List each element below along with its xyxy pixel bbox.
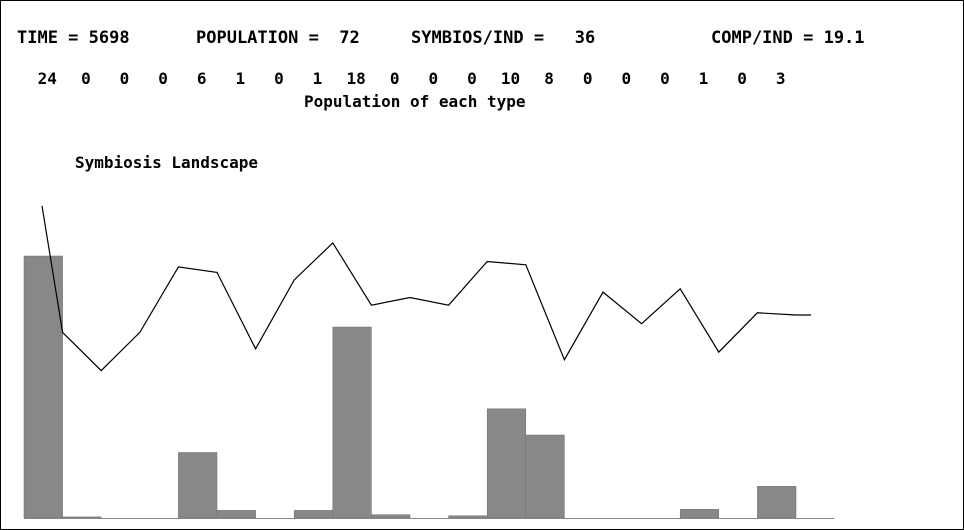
population-bar-1 <box>23 255 63 519</box>
population-count-1: 24 <box>37 69 57 88</box>
population-bar-10 <box>371 514 411 519</box>
population-count-2: 0 <box>81 69 91 88</box>
population-count-7: 0 <box>274 69 284 88</box>
population-count-10: 0 <box>389 69 400 88</box>
population-count-9: 18 <box>346 69 366 88</box>
population-count-5: 6 <box>196 69 207 88</box>
population-count-17: 0 <box>660 69 670 88</box>
population-bar-2 <box>62 516 102 519</box>
population-count-14: 8 <box>544 69 554 88</box>
population-bar-20 <box>757 486 797 519</box>
population-bar-6 <box>216 510 256 519</box>
chart-title: Symbiosis Landscape <box>75 153 259 172</box>
population-bar-13 <box>486 408 527 519</box>
population-count-11: 0 <box>428 69 439 88</box>
population-count-18: 1 <box>698 69 709 88</box>
population-count-6: 1 <box>235 69 246 88</box>
time-stat: TIME = 5698 <box>17 28 130 48</box>
population-count-20: 3 <box>775 69 786 88</box>
population-bar-5 <box>178 452 218 519</box>
population-bar-9 <box>332 326 372 519</box>
symbios-per-ind-stat: SYMBIOS/IND = 36 <box>411 28 596 48</box>
population-count-4: 0 <box>158 69 168 88</box>
population-stat: POPULATION = 72 <box>196 28 360 48</box>
population-count-3: 0 <box>119 69 130 88</box>
symbiosis-line <box>41 205 811 372</box>
population-count-19: 0 <box>737 69 747 88</box>
population-bar-12 <box>448 515 488 519</box>
population-count-15: 0 <box>582 69 593 88</box>
population-count-12: 0 <box>467 69 477 88</box>
comp-per-ind-stat: COMP/IND = 19.1 <box>711 28 865 48</box>
population-count-16: 0 <box>621 69 632 88</box>
population-bar-18 <box>679 509 720 519</box>
population-count-13: 10 <box>500 69 521 88</box>
population-caption: Population of each type <box>304 92 526 111</box>
population-count-8: 1 <box>312 69 323 88</box>
population-bar-8 <box>293 510 334 519</box>
population-bar-14 <box>525 434 565 519</box>
